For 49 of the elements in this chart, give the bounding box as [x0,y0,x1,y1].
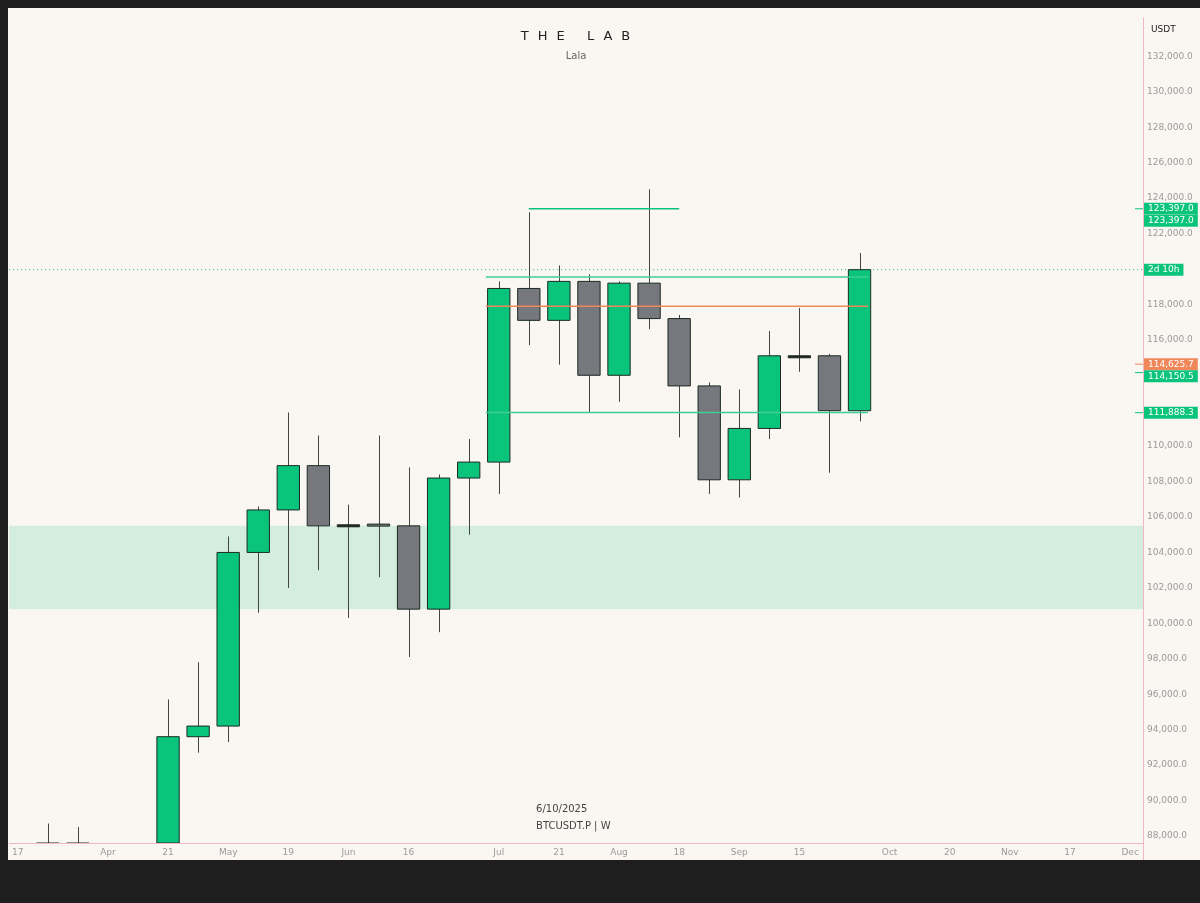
x-tick-label: 19 [282,846,295,857]
annotation: 6/10/2025 [536,802,588,814]
x-tick-label: Sep [730,846,749,857]
y-tick-label: 118,000.0 [1147,298,1194,309]
y-tick-label: 108,000.0 [1147,475,1194,486]
y-tick-label: 92,000.0 [1147,759,1188,770]
y-tick-label: 94,000.0 [1147,723,1188,734]
text: 123,397.0 [1148,215,1195,226]
y-tick-label: 104,000.0 [1147,546,1194,557]
x-tick-label: 17 [12,846,24,857]
ref-line-label: 123,397.0 [1148,203,1195,214]
y-tick-label: 130,000.0 [1147,86,1194,97]
x-tick-label: 16 [402,846,415,857]
ref-line-label: 114,150.5 [1148,370,1194,381]
x-tick-label: May [218,846,239,857]
x-tick-label: 21 [553,846,565,857]
text: THE LAB [519,28,640,44]
x-tick-label: Apr [100,846,116,857]
ref-line-label: 111,888.3 [1148,407,1194,418]
y-tick-label: 98,000.0 [1147,653,1188,664]
y-tick-label: 132,000.0 [1147,50,1194,61]
y-tick-label: 90,000.0 [1147,794,1188,805]
x-tick-label: 21 [162,846,174,857]
x-tick-label: 15 [793,846,806,857]
y-axis-title: USDT [1151,24,1177,35]
y-tick-label: 102,000.0 [1147,582,1194,593]
x-tick-label: Aug [610,846,628,857]
x-tick-label: 20 [944,846,956,857]
y-tick-label: 88,000.0 [1147,830,1188,841]
x-tick-label: 17 [1064,846,1076,857]
y-tick-label: 124,000.0 [1147,192,1194,203]
x-tick-label: Dec [1121,846,1139,857]
ref-line-label: 2d 10h [1148,264,1180,275]
x-tick-label: Jul [492,846,505,857]
y-tick-label: 126,000.0 [1147,157,1194,168]
x-tick-label: Nov [1001,846,1020,857]
y-tick-label: 106,000.0 [1147,511,1194,522]
x-tick-label: 18 [673,846,686,857]
x-tick-label: Oct [881,846,898,857]
text: Lala [565,49,587,61]
ref-line-label: 114,625.7 [1148,358,1194,369]
y-tick-label: 116,000.0 [1147,334,1194,345]
x-tick-label: Jun [340,846,356,857]
y-tick-label: 100,000.0 [1147,617,1194,628]
y-tick-label: 110,000.0 [1147,440,1194,451]
annotation: BTCUSDT.P | W [536,819,611,832]
y-tick-label: 122,000.0 [1147,227,1194,238]
y-tick-label: 128,000.0 [1147,121,1194,132]
y-tick-label: 96,000.0 [1147,688,1188,699]
